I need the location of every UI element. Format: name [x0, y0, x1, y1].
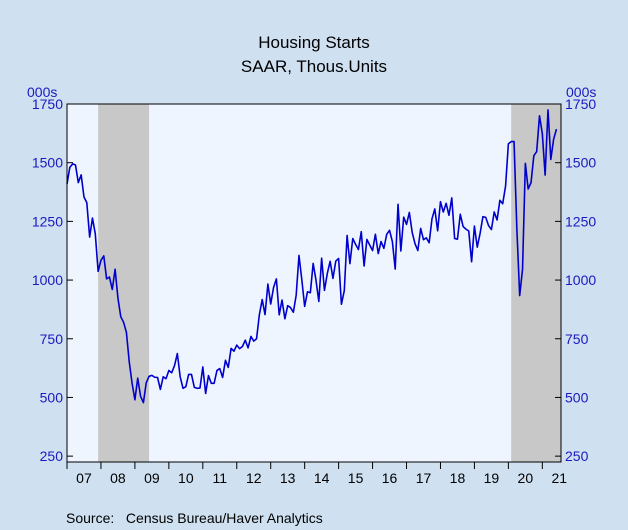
chart-subtitle: SAAR, Thous.Units — [241, 57, 387, 76]
y-tick-label-left-750: 750 — [40, 331, 64, 347]
x-tick-label-19: 19 — [484, 470, 500, 486]
x-tick-label-12: 12 — [246, 470, 262, 486]
x-tick-label-09: 09 — [144, 470, 160, 486]
x-tick-label-07: 07 — [76, 470, 92, 486]
x-tick-label-16: 16 — [382, 470, 398, 486]
y-tick-label-right-1250: 1250 — [565, 213, 596, 229]
x-tick-label-14: 14 — [314, 470, 330, 486]
x-tick-label-11: 11 — [213, 470, 228, 486]
y-tick-label-right-1500: 1500 — [565, 155, 596, 171]
y-tick-label-left-1500: 1500 — [32, 155, 63, 171]
x-tick-label-10: 10 — [178, 470, 194, 486]
x-tick-label-21: 21 — [552, 470, 568, 486]
y-tick-label-left-1000: 1000 — [32, 272, 63, 288]
x-tick-label-17: 17 — [416, 470, 432, 486]
recession-band-0 — [98, 104, 150, 462]
y-axis-unit-right: 000s — [566, 84, 596, 100]
tick-label-layer: 250 250 500 500 750 750 1000 1000 1250 1250 1500 15… — [32, 96, 597, 486]
plot-area — [67, 104, 561, 462]
plot-border — [66, 103, 562, 463]
y-axis-unit-left: 000s — [27, 84, 57, 100]
y-tick-label-right-1750: 1750 — [565, 96, 596, 112]
y-tick-label-left-500: 500 — [40, 389, 64, 405]
x-tick-label-20: 20 — [518, 470, 534, 486]
source-note: Source: Census Bureau/Haver Analytics — [66, 510, 323, 526]
x-tick-label-13: 13 — [280, 470, 296, 486]
chart-title: Housing Starts — [258, 33, 370, 52]
y-tick-label-right-1000: 1000 — [565, 272, 596, 288]
y-tick-label-right-750: 750 — [565, 331, 589, 347]
y-tick-label-right-500: 500 — [565, 389, 589, 405]
x-tick-label-08: 08 — [110, 470, 126, 486]
y-tick-label-left-1750: 1750 — [32, 96, 63, 112]
y-tick-label-left-250: 250 — [40, 448, 64, 464]
y-tick-label-right-250: 250 — [565, 448, 589, 464]
series-line-housing-starts — [66, 109, 558, 404]
x-tick-label-15: 15 — [348, 470, 364, 486]
x-tick-label-18: 18 — [450, 470, 466, 486]
y-tick-label-left-1250: 1250 — [32, 213, 63, 229]
